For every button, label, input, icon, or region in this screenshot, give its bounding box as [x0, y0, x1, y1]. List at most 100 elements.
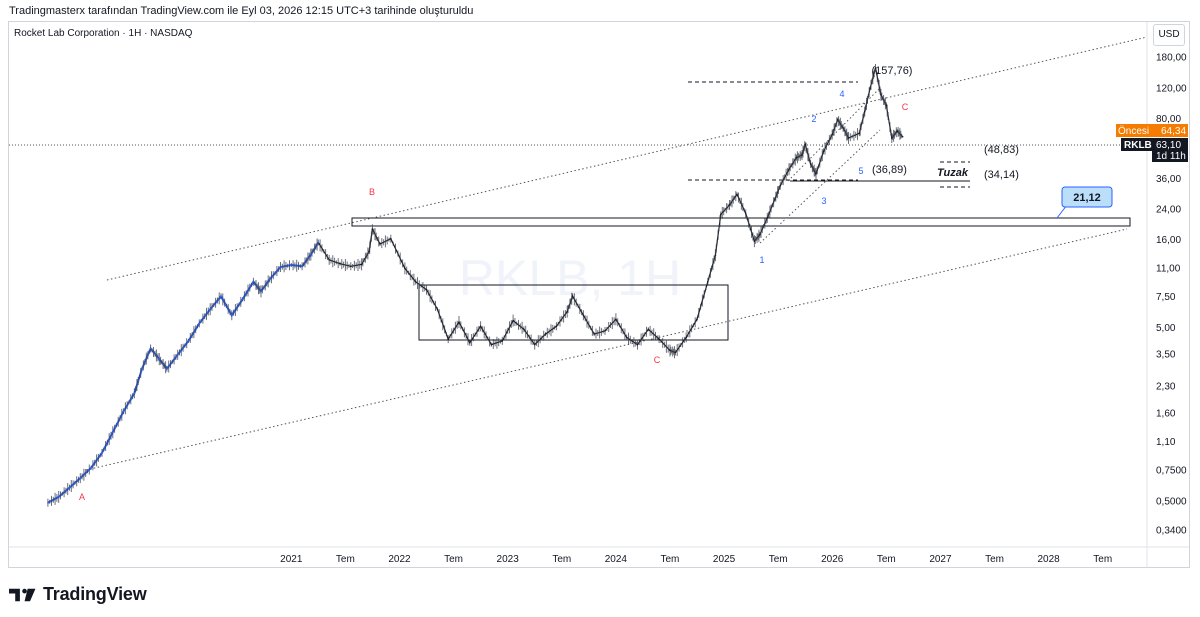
time-axis-tick-label: 2025 — [713, 554, 736, 565]
price-point — [836, 119, 839, 121]
price-point — [788, 168, 790, 170]
price-point — [533, 343, 536, 346]
callout-box[interactable] — [1061, 186, 1113, 208]
wave-label-3[interactable]: 3 — [821, 196, 826, 206]
premarket-value: 64,34 — [1161, 126, 1186, 137]
wave-label-1[interactable]: 1 — [759, 255, 764, 265]
price-mark-peak[interactable]: (157,76) — [872, 65, 913, 77]
time-axis-tick-label: Tem — [336, 554, 355, 565]
wedge-lower-line[interactable] — [759, 129, 881, 244]
bar-countdown: 1d 11h — [1156, 151, 1186, 162]
trap-label[interactable]: Tuzak — [937, 167, 969, 179]
price-point — [728, 204, 731, 206]
price-point — [891, 137, 893, 139]
symbol-title[interactable]: Rocket Lab Corporation · 1H · NASDAQ — [14, 28, 193, 39]
premarket-value-tag — [1158, 124, 1188, 137]
price-point — [582, 314, 585, 317]
price-line-early — [47, 241, 320, 504]
chart-frame — [8, 21, 1190, 568]
price-axis-tick-label: 0,5000 — [1156, 496, 1187, 507]
price-point — [804, 143, 806, 146]
channel-upper-line[interactable] — [106, 36, 1148, 281]
price-mark-34[interactable]: (34,14) — [984, 169, 1019, 181]
price-axis-tick-label: 11,00 — [1156, 263, 1181, 274]
price-point — [625, 336, 628, 339]
price-point — [774, 198, 776, 200]
tradingview-footer[interactable]: TradingView — [9, 584, 147, 605]
price-point — [885, 104, 888, 106]
price-point — [714, 254, 717, 256]
price-point — [636, 343, 639, 346]
currency-button[interactable]: USD — [1153, 24, 1185, 46]
time-axis-tick-label: Tem — [1093, 554, 1112, 565]
price-point — [260, 290, 262, 293]
price-point — [198, 322, 201, 325]
price-point — [685, 336, 687, 339]
wave-label-2[interactable]: 2 — [811, 114, 816, 124]
price-point — [404, 267, 406, 270]
time-axis-tick-label: 2022 — [388, 554, 411, 565]
price-point — [658, 338, 660, 340]
wave-label-c-low[interactable]: C — [654, 355, 661, 365]
wave-label-4[interactable]: 4 — [839, 89, 844, 99]
price-point — [874, 67, 877, 69]
price-point — [696, 318, 698, 321]
price-point — [360, 263, 363, 266]
price-point — [831, 133, 833, 136]
time-axis-tick-label: 2027 — [929, 554, 952, 565]
price-point — [101, 452, 103, 454]
price-point — [425, 288, 428, 291]
price-point — [544, 333, 547, 335]
price-axis-tick-label: 16,00 — [1156, 235, 1181, 246]
price-point — [301, 265, 303, 268]
wave-label-a[interactable]: A — [79, 492, 85, 502]
price-point — [720, 213, 722, 216]
time-axis-tick-label: 2028 — [1038, 554, 1061, 565]
time-axis-tick-label: Tem — [661, 554, 680, 565]
ticker-label: RKLB — [1124, 140, 1152, 151]
price-point — [290, 264, 293, 266]
price-point — [744, 212, 747, 215]
price-point — [896, 130, 898, 132]
price-point — [523, 328, 525, 331]
price-axis-tick-label: 36,00 — [1156, 174, 1181, 185]
price-point — [901, 135, 904, 138]
price-point — [779, 184, 782, 187]
price-axis-tick-label: 0,7500 — [1156, 466, 1187, 477]
price-point — [815, 173, 817, 175]
wave-label-c-top[interactable]: C — [902, 102, 909, 112]
price-point — [847, 137, 850, 139]
price-point — [187, 340, 190, 342]
price-axis-tick-label: 24,00 — [1156, 205, 1181, 216]
price-point — [707, 281, 709, 283]
time-axis-tick-label: Tem — [769, 554, 788, 565]
price-point — [158, 358, 161, 360]
price-point — [231, 314, 233, 317]
price-point — [736, 193, 738, 196]
accumulation-box[interactable] — [418, 284, 729, 341]
price-point — [90, 467, 92, 469]
price-point — [379, 243, 381, 245]
wave-label-b[interactable]: B — [369, 187, 375, 197]
price-point — [268, 278, 271, 281]
price-point — [112, 431, 114, 434]
price-point — [604, 330, 606, 332]
ticker-tag — [1121, 138, 1152, 151]
price-mark-36[interactable]: (36,89) — [872, 164, 907, 176]
time-axis-tick-label: Tem — [444, 554, 463, 565]
price-point — [220, 295, 222, 298]
price-point — [753, 240, 756, 242]
time-axis-tick-label: 2026 — [821, 554, 844, 565]
price-point — [615, 318, 617, 321]
price-mark-48[interactable]: (48,83) — [984, 144, 1019, 156]
price-point — [479, 325, 482, 328]
price-point — [339, 262, 341, 265]
time-axis[interactable]: 2021 Tem 2022 Tem 2023 Tem 2024 Tem 2025 Tem 2026 T… — [280, 554, 1112, 565]
resistance-zone[interactable] — [351, 217, 1131, 227]
wave-label-5[interactable]: 5 — [858, 166, 863, 176]
price-point — [555, 325, 558, 328]
watermark: RKLB, 1H — [459, 250, 681, 306]
price-point — [79, 477, 82, 479]
price-axis-tick-label: 120,00 — [1156, 83, 1187, 94]
